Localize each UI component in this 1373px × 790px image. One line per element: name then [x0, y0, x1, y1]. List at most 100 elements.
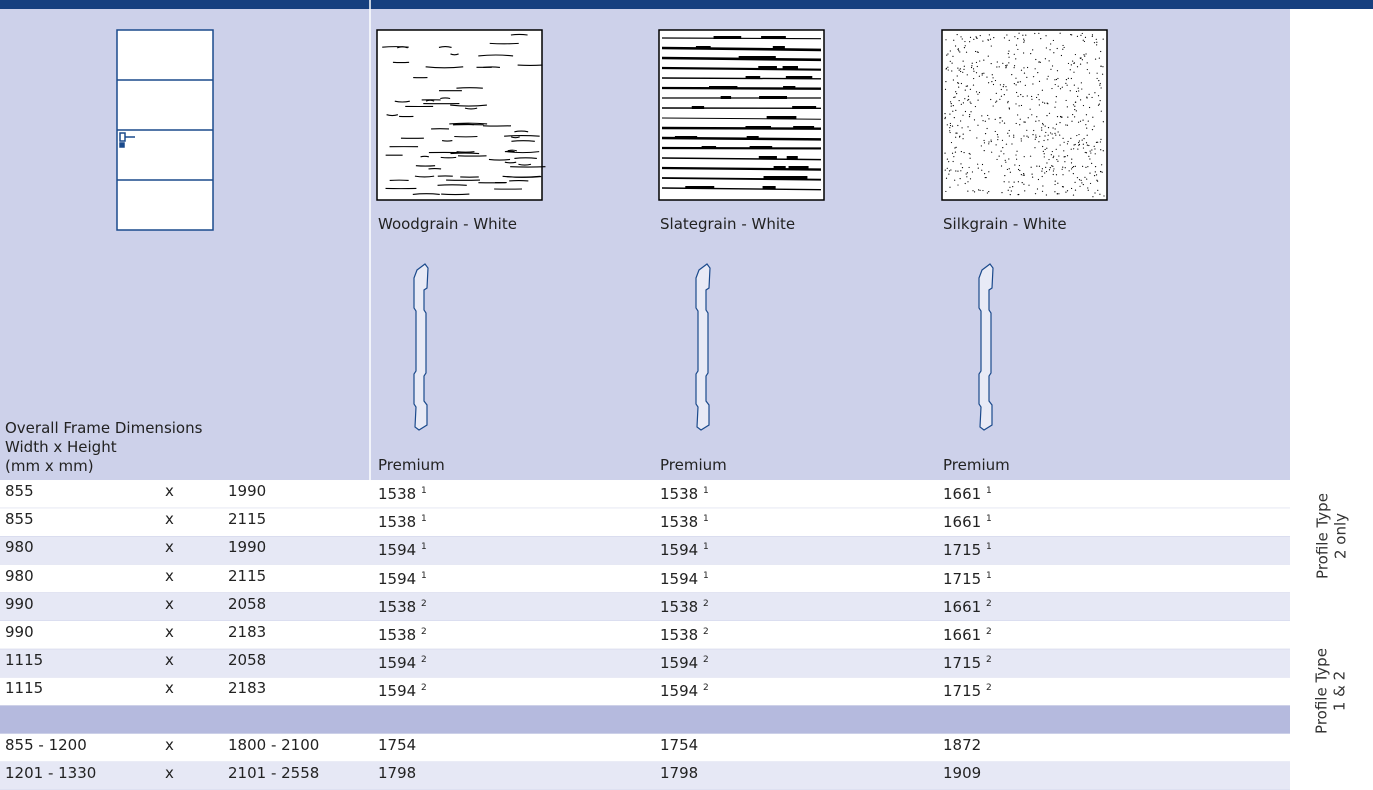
grade-label: Premium [660, 456, 727, 474]
grain [1000, 150, 1002, 152]
grain [981, 115, 983, 117]
grain [945, 39, 947, 41]
grain [990, 98, 992, 101]
grain [976, 37, 978, 39]
grain [1047, 134, 1049, 136]
grain [944, 117, 946, 120]
grain [1070, 168, 1073, 170]
grain [1046, 78, 1048, 80]
grain [1097, 141, 1099, 143]
grain [1082, 183, 1084, 186]
grain [947, 69, 949, 71]
grain [749, 146, 773, 149]
price: 1715 2 [943, 651, 992, 672]
grain [1081, 182, 1083, 184]
grain [1031, 114, 1033, 116]
grain [1049, 49, 1051, 51]
grain [1095, 141, 1098, 143]
grain [946, 158, 949, 160]
grain [1008, 135, 1010, 137]
price: 1594 2 [660, 679, 709, 700]
grain [504, 135, 540, 137]
grain [1046, 115, 1048, 117]
grain [1038, 80, 1041, 82]
grain [953, 96, 955, 99]
grain [783, 86, 796, 89]
grain [1022, 174, 1024, 176]
grain [1029, 108, 1031, 110]
grain [1045, 47, 1047, 49]
grain [1047, 139, 1049, 141]
grain [1091, 129, 1094, 131]
grain [1003, 153, 1005, 155]
grain [961, 167, 964, 169]
grain [1066, 190, 1069, 192]
price: 1798 [378, 764, 416, 782]
price: 1538 2 [378, 623, 427, 644]
grain [1095, 174, 1098, 176]
grain [1050, 43, 1052, 45]
grain [1031, 95, 1033, 98]
grain [988, 34, 990, 36]
grain [1099, 170, 1102, 173]
grain [957, 82, 960, 84]
grain [1057, 131, 1059, 133]
grain [1072, 194, 1075, 196]
grain [1082, 104, 1085, 107]
height: 2058 [228, 651, 267, 670]
grain [1000, 88, 1002, 91]
grain [1030, 166, 1032, 168]
value: 1594 [378, 654, 417, 673]
grain [1094, 92, 1096, 94]
grain [1078, 141, 1080, 144]
grain [1074, 189, 1077, 191]
grain [1069, 90, 1071, 92]
price: 1661 2 [943, 623, 992, 644]
grain [956, 132, 958, 134]
grain [1060, 54, 1063, 57]
value: 1798 [660, 764, 699, 782]
grain [1008, 181, 1010, 183]
grain [946, 124, 948, 126]
grain [1051, 87, 1053, 90]
grain [991, 74, 993, 76]
grain [1085, 124, 1087, 126]
grain [1086, 134, 1088, 136]
grain [1041, 170, 1043, 172]
grain [975, 36, 977, 38]
grain [1009, 194, 1011, 196]
grain [1018, 32, 1020, 34]
grain [1013, 136, 1015, 138]
grain [1005, 67, 1007, 69]
price: 1661 1 [943, 482, 992, 503]
grain [964, 89, 966, 91]
footnote-ref: 1 [420, 542, 427, 553]
grain [958, 50, 960, 52]
grain [441, 193, 470, 196]
grain [745, 76, 761, 79]
grain [964, 182, 966, 185]
footnote-ref: 2 [985, 683, 992, 694]
times: x [165, 735, 174, 754]
grain [1015, 122, 1017, 125]
grain [995, 144, 997, 146]
grain [1089, 172, 1091, 174]
value: 1538 [378, 626, 417, 644]
grain [945, 190, 947, 193]
grain [1042, 185, 1044, 187]
height: 2058 [228, 594, 267, 613]
grain [976, 65, 978, 68]
grain [450, 104, 487, 107]
grain [1081, 88, 1083, 90]
grain [983, 59, 985, 61]
grain [979, 34, 981, 37]
grain [957, 48, 960, 50]
grain [966, 172, 968, 174]
grain [944, 113, 946, 115]
grain [946, 167, 948, 169]
grain [977, 99, 979, 101]
grain [1003, 122, 1006, 124]
grain [1013, 65, 1016, 67]
grain [957, 67, 959, 69]
grain [947, 66, 949, 68]
